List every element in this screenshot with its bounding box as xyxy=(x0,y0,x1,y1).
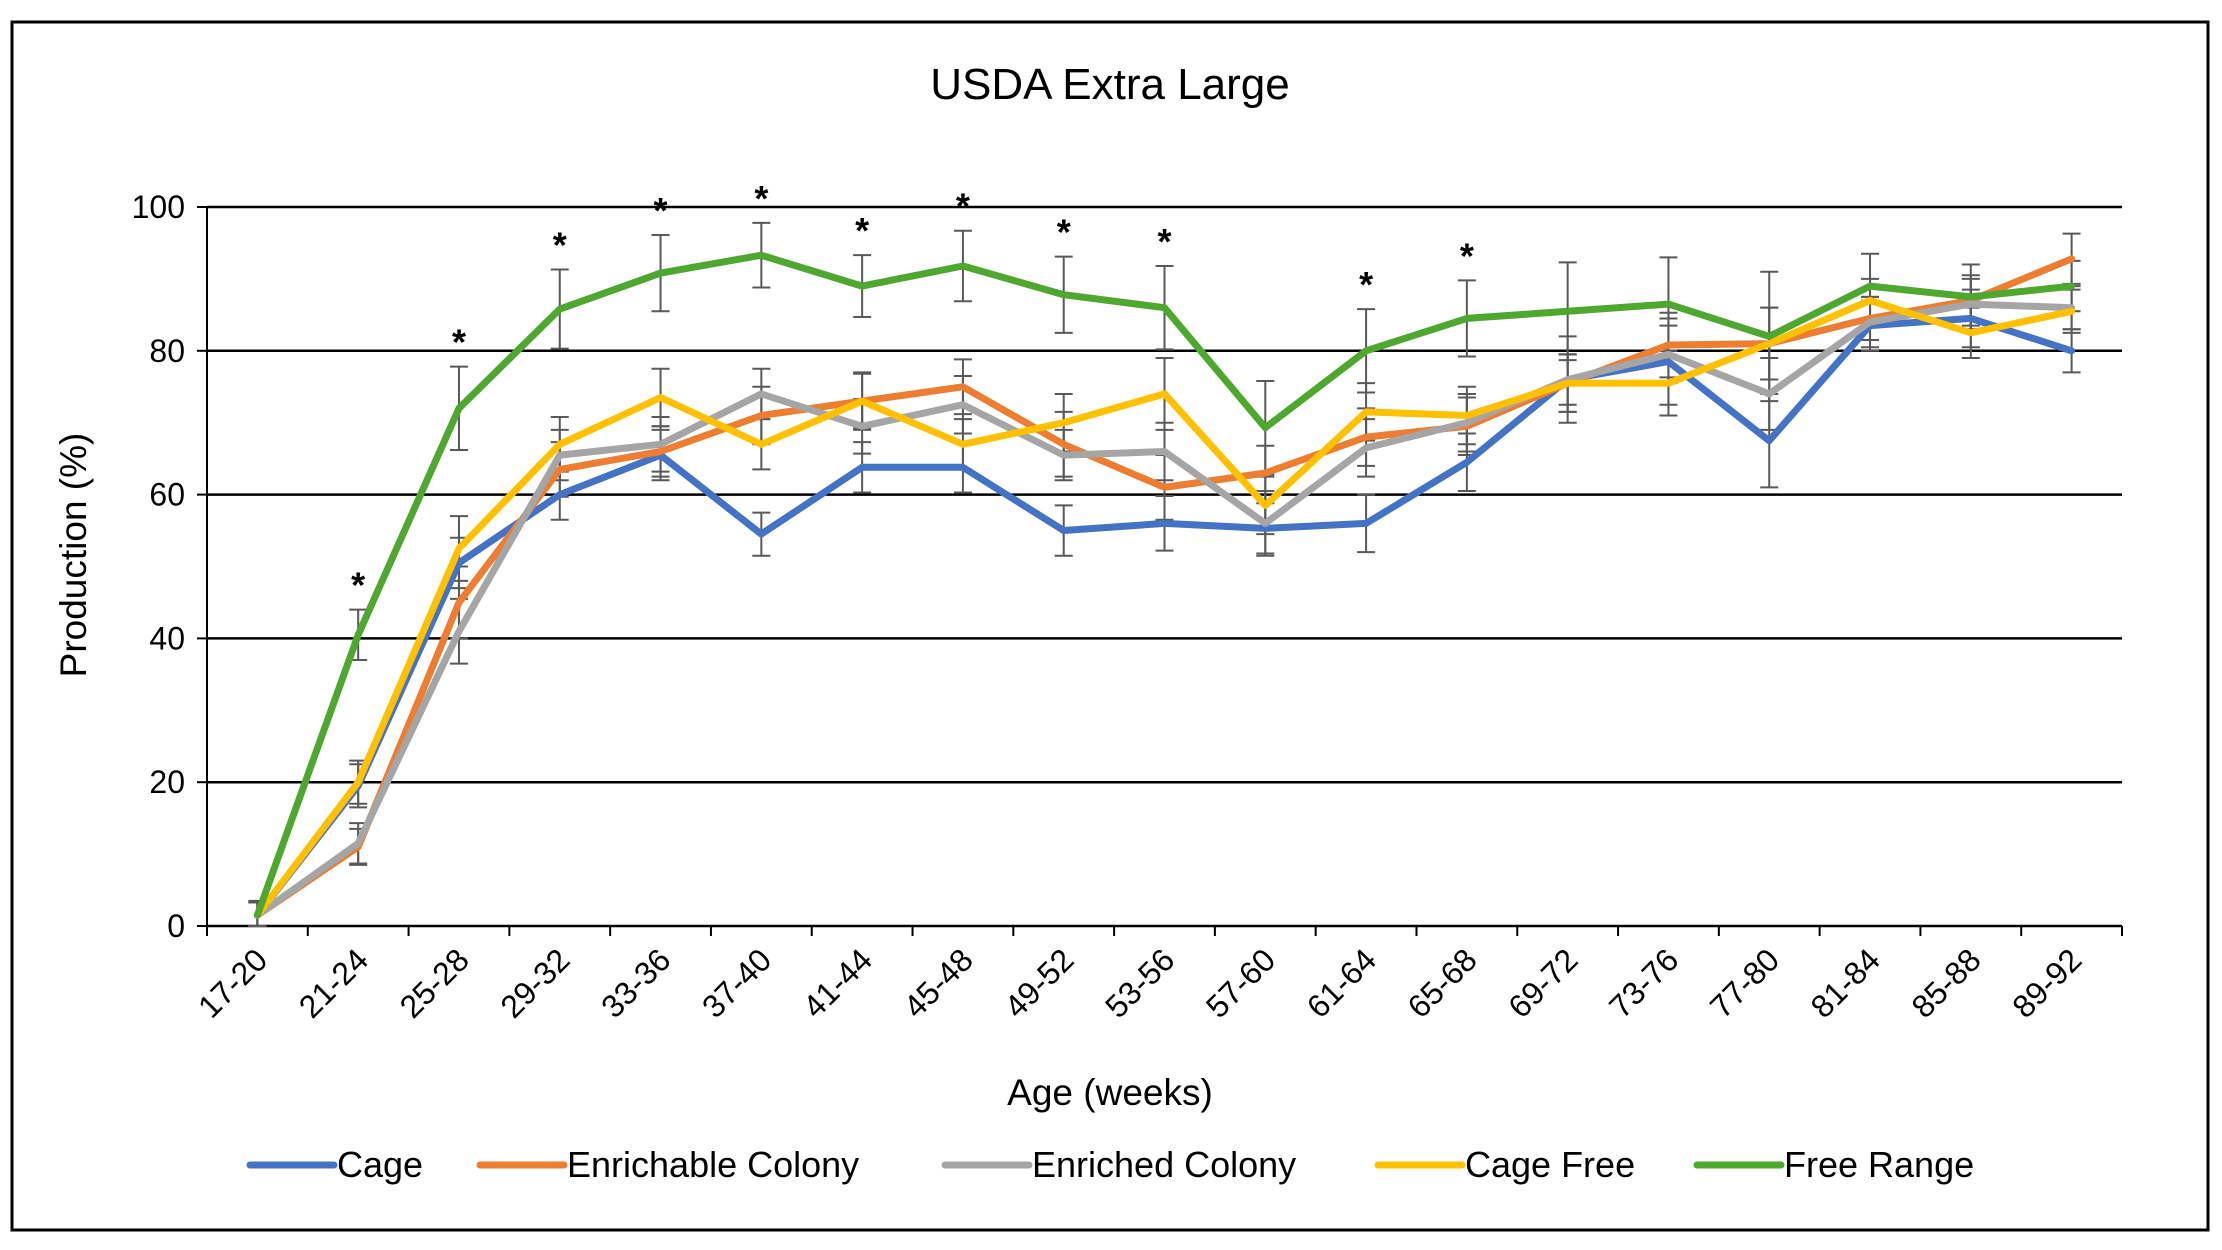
chart-frame xyxy=(10,20,2210,1232)
series-lines xyxy=(253,251,2076,919)
chart-title: USDA Extra Large xyxy=(930,60,1290,109)
legend-label: Enriched Colony xyxy=(1032,1144,1296,1185)
legend-label: Cage Free xyxy=(1465,1144,1635,1185)
legend-label: Cage xyxy=(337,1144,423,1185)
significance-marker: * xyxy=(1157,221,1171,262)
legend-label: Enrichable Colony xyxy=(567,1144,859,1185)
series-line-cage xyxy=(253,314,2076,919)
series-line-enriched-colony xyxy=(253,300,2076,919)
significance-marker: * xyxy=(654,190,668,231)
y-tick-label: 80 xyxy=(149,333,185,369)
gridlines xyxy=(207,205,2122,928)
legend-label: Free Range xyxy=(1784,1144,1974,1185)
significance-marker: * xyxy=(553,225,567,266)
significance-marker: * xyxy=(754,178,768,219)
series-line-cage-free xyxy=(253,297,2076,919)
significance-marker: * xyxy=(855,210,869,251)
significance-marker: * xyxy=(1460,235,1474,276)
y-axis-label: Production (%) xyxy=(53,433,94,678)
y-tick-label: 100 xyxy=(132,189,185,225)
significance-markers: * * * * * * * * * * * xyxy=(351,178,1474,606)
y-tick-label: 20 xyxy=(149,764,185,800)
y-tick-label: 40 xyxy=(149,620,185,656)
y-tick-label: 0 xyxy=(167,908,185,944)
x-axis-label: Age (weeks) xyxy=(1007,1072,1213,1113)
legend: Cage Enrichable Colony Enriched Colony Cage… xyxy=(246,1144,1974,1185)
significance-marker: * xyxy=(956,186,970,227)
y-tick-label: 60 xyxy=(149,477,185,513)
significance-marker: * xyxy=(1057,212,1071,253)
y-axis: 0 20 40 60 80 100 xyxy=(132,189,208,944)
significance-marker: * xyxy=(1359,264,1373,305)
significance-marker: * xyxy=(452,322,466,363)
series-line-free-range xyxy=(253,251,2076,919)
significance-marker: * xyxy=(351,565,365,606)
